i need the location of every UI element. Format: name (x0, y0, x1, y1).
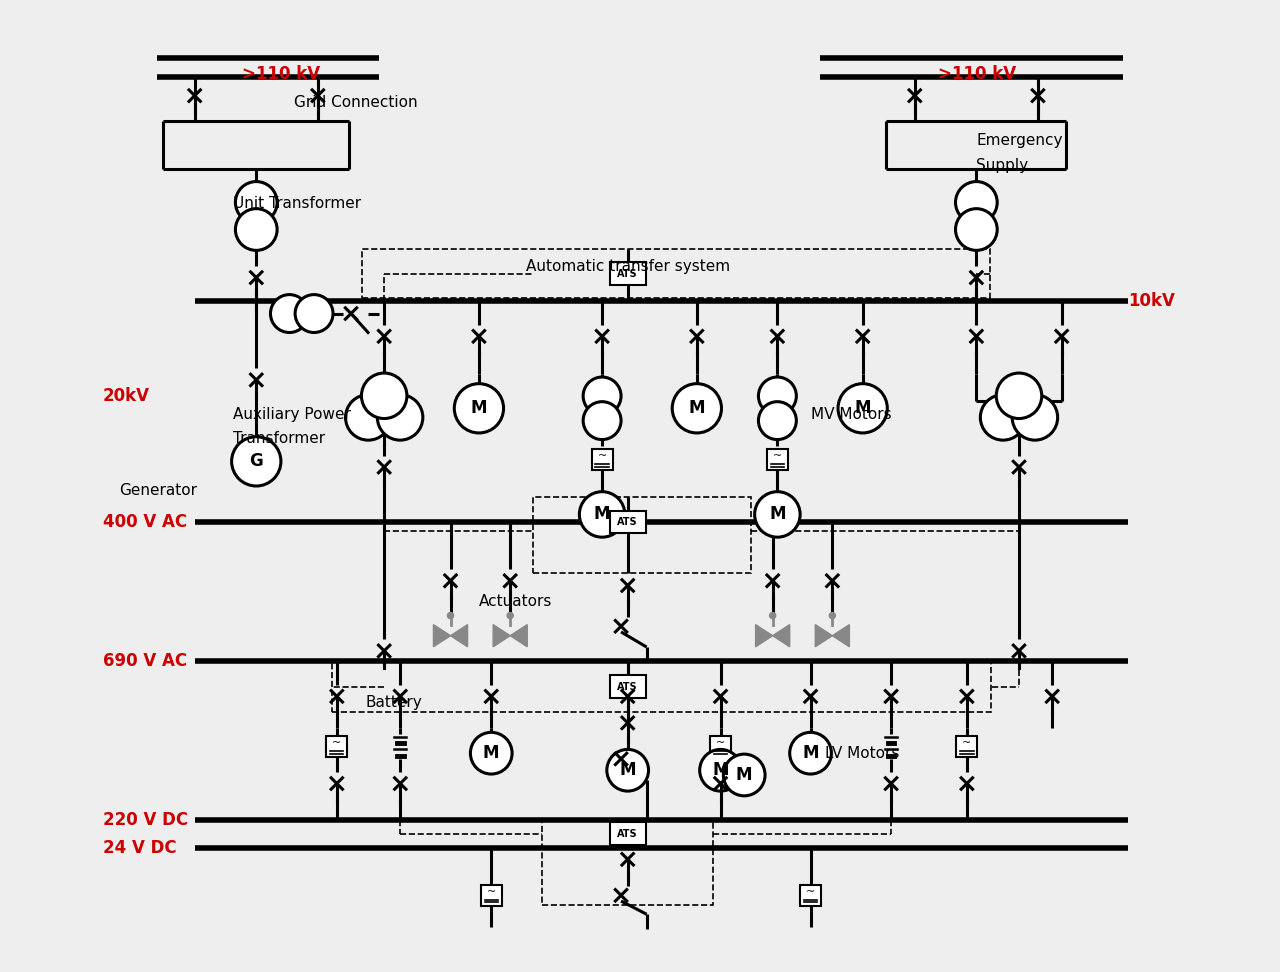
Text: M: M (620, 761, 636, 780)
Text: M: M (803, 745, 819, 762)
Circle shape (584, 401, 621, 439)
Circle shape (507, 612, 513, 618)
Text: ATS: ATS (617, 829, 637, 839)
Text: MV Motors: MV Motors (810, 407, 891, 423)
Circle shape (759, 401, 796, 439)
Circle shape (672, 384, 722, 433)
Text: 220 V DC: 220 V DC (102, 811, 188, 828)
Text: 24 V DC: 24 V DC (102, 839, 177, 857)
Text: M: M (712, 761, 728, 780)
Text: 20kV: 20kV (102, 387, 150, 405)
FancyBboxPatch shape (481, 885, 502, 906)
Circle shape (448, 612, 453, 618)
FancyBboxPatch shape (609, 262, 645, 285)
FancyBboxPatch shape (800, 885, 820, 906)
Polygon shape (511, 625, 527, 646)
Text: ~: ~ (773, 451, 782, 461)
Circle shape (584, 377, 621, 415)
Text: ATS: ATS (617, 682, 637, 692)
Text: >110 kV: >110 kV (938, 65, 1016, 83)
Circle shape (759, 377, 796, 415)
Polygon shape (434, 625, 451, 646)
Text: ~: ~ (963, 739, 972, 748)
Text: ATS: ATS (617, 517, 637, 527)
Text: ~: ~ (806, 887, 815, 897)
Text: Grid Connection: Grid Connection (294, 94, 417, 110)
FancyBboxPatch shape (710, 736, 731, 757)
Circle shape (236, 209, 276, 251)
Polygon shape (773, 625, 790, 646)
FancyBboxPatch shape (609, 510, 645, 534)
Circle shape (361, 373, 407, 419)
Text: Battery: Battery (365, 695, 422, 710)
FancyBboxPatch shape (609, 676, 645, 698)
Text: ~: ~ (486, 887, 495, 897)
Text: Actuators: Actuators (479, 594, 552, 609)
Text: M: M (471, 399, 488, 417)
Circle shape (829, 612, 836, 618)
Text: Generator: Generator (119, 483, 197, 499)
Text: M: M (594, 505, 611, 524)
Circle shape (232, 436, 280, 486)
Text: M: M (736, 766, 753, 784)
Circle shape (755, 492, 800, 538)
Circle shape (996, 373, 1042, 419)
Circle shape (723, 754, 765, 796)
Circle shape (454, 384, 503, 433)
Polygon shape (832, 625, 850, 646)
Circle shape (346, 395, 390, 440)
Circle shape (296, 295, 333, 332)
Text: Automatic transfer system: Automatic transfer system (526, 259, 731, 274)
Text: Supply: Supply (977, 158, 1029, 173)
Text: ~: ~ (333, 739, 342, 748)
Circle shape (838, 384, 887, 433)
Polygon shape (493, 625, 511, 646)
Circle shape (1012, 395, 1057, 440)
Text: M: M (689, 399, 705, 417)
Text: ~: ~ (716, 739, 726, 748)
FancyBboxPatch shape (767, 449, 787, 469)
Circle shape (270, 295, 308, 332)
Text: >110 kV: >110 kV (242, 65, 320, 83)
Polygon shape (815, 625, 832, 646)
Circle shape (700, 749, 741, 791)
Text: Emergency: Emergency (977, 132, 1062, 148)
FancyBboxPatch shape (591, 449, 613, 469)
Circle shape (580, 492, 625, 538)
Circle shape (955, 209, 997, 251)
Text: 10kV: 10kV (1128, 293, 1175, 310)
Text: Transformer: Transformer (233, 432, 325, 446)
Polygon shape (755, 625, 773, 646)
FancyBboxPatch shape (326, 736, 347, 757)
Circle shape (769, 612, 776, 618)
Text: 690 V AC: 690 V AC (102, 652, 187, 671)
Circle shape (378, 395, 422, 440)
Circle shape (470, 732, 512, 774)
Circle shape (236, 182, 276, 224)
Text: ATS: ATS (617, 269, 637, 279)
Text: 400 V AC: 400 V AC (102, 513, 187, 531)
Polygon shape (451, 625, 467, 646)
FancyBboxPatch shape (956, 736, 978, 757)
Text: Unit Transformer: Unit Transformer (233, 196, 361, 211)
Text: G: G (250, 452, 264, 470)
Text: LV Motors: LV Motors (824, 746, 899, 761)
Circle shape (955, 182, 997, 224)
Text: M: M (483, 745, 499, 762)
FancyBboxPatch shape (609, 822, 645, 845)
Text: Auxiliary Power: Auxiliary Power (233, 407, 351, 423)
Text: M: M (855, 399, 870, 417)
Circle shape (980, 395, 1025, 440)
Circle shape (790, 732, 832, 774)
Circle shape (607, 749, 649, 791)
Text: ~: ~ (598, 451, 607, 461)
Text: M: M (769, 505, 786, 524)
